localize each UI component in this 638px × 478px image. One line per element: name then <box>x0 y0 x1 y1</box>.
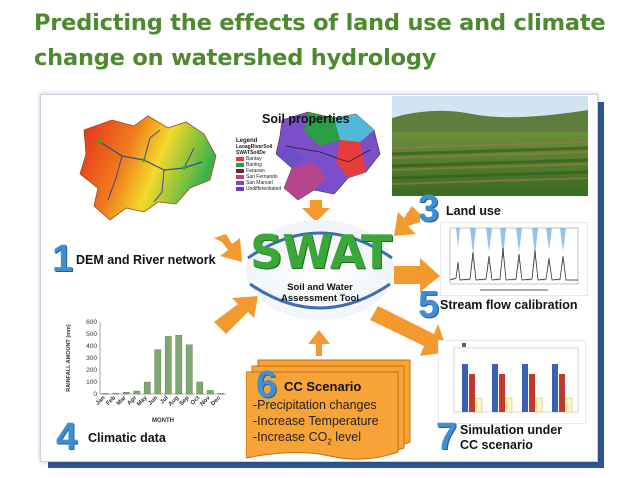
swat-logo <box>246 220 394 320</box>
rainfall-chart: RAINFALL AMOUNT (mm) 0 100 200 300 400 500 600 J… <box>66 319 226 424</box>
slide-title: Predicting the effects of land use and c… <box>34 10 606 71</box>
land-use-label: Land use <box>446 204 501 218</box>
swat-title: SWAT <box>250 225 392 279</box>
soil-legend-title: Legend <box>236 138 258 144</box>
rain-bar <box>217 393 225 395</box>
rain-bar <box>112 393 120 395</box>
soil-legend-item: Bantay <box>236 156 281 162</box>
soil-legend-item: San Manuel <box>236 180 281 186</box>
rain-x-tick: Oct <box>190 395 201 406</box>
rain-x-tick: Jan <box>95 395 107 407</box>
land-use-photo <box>392 96 588 196</box>
step-number-3: 3 <box>418 188 440 230</box>
rain-x-tick: Sep <box>179 395 191 407</box>
swat-subtitle: Soil and Water Assessment Tool <box>250 282 390 304</box>
soil-legend-item: Undifferentiated <box>236 186 281 192</box>
rain-x-label: MONTH <box>152 418 174 424</box>
rain-x-tick: Aug <box>168 395 181 408</box>
rain-bar <box>164 336 172 395</box>
rain-bar <box>154 349 162 395</box>
soil-legend-item: Faraoan <box>236 168 281 174</box>
calibration-label: Stream flow calibration <box>440 298 578 312</box>
cc-scenario-label: CC Scenario <box>284 379 362 394</box>
soil-legend-label: Faraoan <box>246 168 265 174</box>
arrow-dem-right <box>214 234 242 262</box>
rain-bar <box>122 391 130 395</box>
dem-map <box>79 115 217 221</box>
cc-line-co2-suffix: level <box>331 430 361 444</box>
rain-y-tick: 600 <box>86 319 97 326</box>
soil-legend: Legend LaoagRiverSoil SWATSoilDe Bantay B… <box>236 138 281 192</box>
dem-label: DEM and River network <box>76 253 216 267</box>
step-number-5: 5 <box>418 284 440 326</box>
cc-line-temperature: -Increase Temperature <box>253 414 379 428</box>
rain-x-tick: Nov <box>199 395 212 408</box>
soil-legend-label: Bantay <box>246 156 262 162</box>
soil-legend-swatch <box>236 157 244 161</box>
simulation-label-line2: CC scenario <box>460 438 533 452</box>
rain-bar <box>101 393 109 395</box>
soil-legend-swatch <box>236 163 244 167</box>
simulation-label-line1: Simulation under <box>460 423 563 437</box>
arrow-cc-up <box>308 330 330 356</box>
rain-y-label: RAINFALL AMOUNT (mm) <box>66 324 72 392</box>
soil-legend-label: San Manuel <box>246 180 273 186</box>
rain-y-tick: 0 <box>93 391 97 398</box>
arrow-to-simulation <box>370 306 448 356</box>
simulation-chart <box>438 340 586 424</box>
rain-bar <box>175 335 183 395</box>
rain-bar <box>133 390 141 395</box>
rain-bar <box>206 390 214 395</box>
rain-y-tick: 500 <box>86 331 97 338</box>
arrow-landuse-left <box>394 206 420 236</box>
cc-line-precipitation: -Precipitation changes <box>253 398 377 412</box>
rain-y-tick: 300 <box>86 355 97 362</box>
rain-y-tick: 100 <box>86 379 97 386</box>
rain-y-tick: 400 <box>86 343 97 350</box>
arrow-climate-up <box>214 296 258 334</box>
soil-legend-swatch <box>236 187 244 191</box>
swat-subtitle-line2: Assessment Tool <box>281 293 359 304</box>
soil-legend-label: Undifferentiated <box>246 186 282 192</box>
soil-properties-title: Soil properties <box>262 112 350 126</box>
step-number-4: 4 <box>56 416 78 458</box>
simulation-label: Simulation under CC scenario <box>460 423 562 453</box>
arrow-to-streamflow <box>394 258 440 292</box>
swat-subtitle-line1: Soil and Water <box>287 282 353 293</box>
step-number-7: 7 <box>436 416 458 458</box>
soil-legend-swatch <box>236 169 244 173</box>
cc-line-co2: -Increase CO2 level <box>253 429 361 451</box>
step-number-1: 1 <box>52 238 74 280</box>
rain-x-tick: Dec <box>210 395 222 407</box>
step-number-6: 6 <box>256 364 278 406</box>
soil-legend-item: Bantog <box>236 162 281 168</box>
soil-legend-label: San Fernando <box>246 174 278 180</box>
stream-flow-chart <box>440 222 588 296</box>
rain-x-tick: Mar <box>116 395 128 407</box>
cc-line-co2-sub: 2 <box>327 437 332 447</box>
rain-bar <box>185 344 193 395</box>
soil-map <box>275 111 381 201</box>
cc-scenario-document <box>246 359 411 460</box>
climatic-label: Climatic data <box>88 431 166 445</box>
soil-legend-swatch <box>236 175 244 179</box>
rain-y-tick: 200 <box>86 367 97 374</box>
soil-legend-sub1: LaoagRiverSoil <box>236 144 273 150</box>
rain-x-tick: Jul <box>159 395 170 406</box>
cc-line-co2-prefix: -Increase CO <box>253 430 328 444</box>
soil-legend-swatch <box>236 181 244 185</box>
rain-x-tick: Feb <box>105 395 117 407</box>
soil-legend-sub2: SWATSoilDe <box>236 150 266 156</box>
rain-bar <box>143 381 151 395</box>
soil-legend-item: San Fernando <box>236 174 281 180</box>
arrow-soil-down <box>302 200 330 222</box>
soil-legend-label: Bantog <box>246 162 262 168</box>
rain-x-tick: May <box>136 395 149 408</box>
rain-x-tick: Jun <box>147 395 159 407</box>
rain-bar <box>196 381 204 395</box>
